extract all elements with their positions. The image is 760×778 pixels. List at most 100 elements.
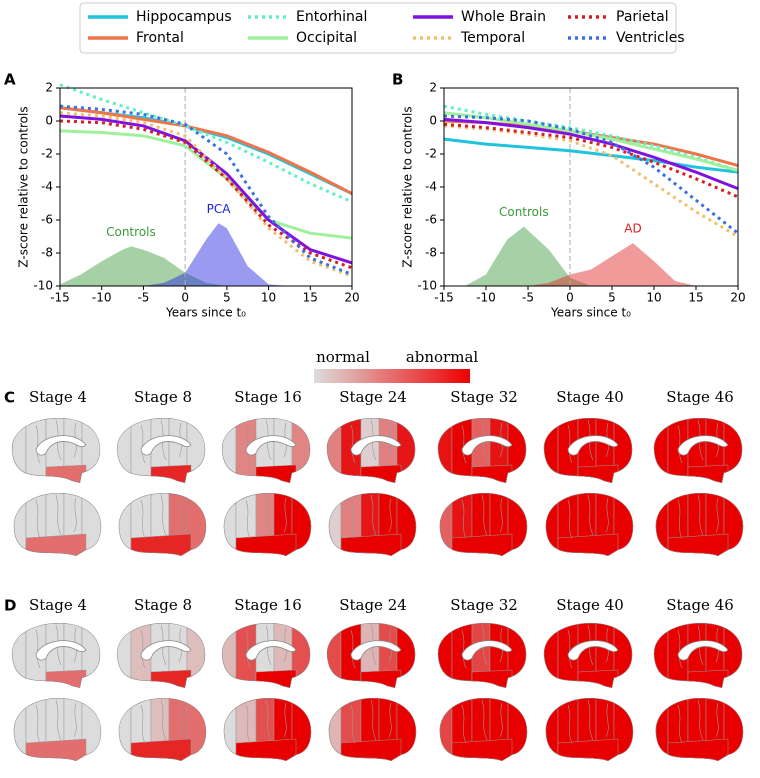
brain-temporal <box>451 738 513 761</box>
brain-region <box>223 492 237 556</box>
brain-sulci <box>461 494 503 539</box>
brain-sulci <box>350 699 392 744</box>
brain-outline <box>439 697 528 761</box>
brain-temporal <box>451 533 513 556</box>
y-tick-label: -10 <box>33 279 53 293</box>
stage-label: Stage 4 <box>29 596 87 614</box>
brain-region <box>543 622 559 688</box>
brain-sulci <box>567 494 609 539</box>
brain-region <box>11 622 27 688</box>
series-line <box>443 104 739 172</box>
brain-region <box>291 417 311 483</box>
brain-region <box>545 492 559 556</box>
brain-outline <box>118 697 207 761</box>
series-line <box>59 83 353 204</box>
series-line <box>59 106 353 195</box>
legend-label: Entorhinal <box>296 9 367 25</box>
brain-region <box>186 622 206 688</box>
corpus-callosum <box>140 640 192 661</box>
brain-sulci <box>140 699 182 744</box>
y-tick-label: -6 <box>41 213 53 227</box>
legend-label: Temporal <box>460 30 525 46</box>
brain-region <box>653 417 669 483</box>
density-label: Controls <box>106 225 156 239</box>
brain-region <box>223 697 237 761</box>
brain-outline <box>545 697 634 761</box>
brain-region <box>11 417 27 483</box>
stage-label: Stage 8 <box>134 596 192 614</box>
brain-outline <box>439 492 528 556</box>
brain-lat <box>223 697 312 761</box>
brain-med <box>326 622 416 688</box>
brain-region <box>396 622 416 688</box>
stage-label: Stage 40 <box>556 596 624 614</box>
stage-label: Stage 16 <box>234 596 302 614</box>
stage-label: Stage 46 <box>666 596 734 614</box>
brain-lat <box>545 492 634 556</box>
brain-outline <box>223 492 312 556</box>
brain-med <box>116 417 206 483</box>
brain-sulci <box>567 699 609 744</box>
brain-med <box>437 417 527 483</box>
x-axis-label: Years since t₀ <box>550 306 631 320</box>
corpus-callosum <box>140 435 192 456</box>
stage-label: Stage 8 <box>134 388 192 406</box>
series-line <box>59 104 353 276</box>
brain-sulci <box>677 494 719 539</box>
x-tick-label: 0 <box>566 291 574 305</box>
corpus-callosum <box>350 640 402 661</box>
brain-sulci <box>350 494 392 539</box>
brain-outline <box>13 697 102 761</box>
y-axis-label: Z-score relative to controls <box>17 106 31 267</box>
brain-region <box>437 622 453 688</box>
brain-sulci <box>461 699 503 744</box>
brain-med <box>653 622 743 688</box>
brain-region <box>328 492 342 556</box>
series-line <box>59 119 353 270</box>
brain-region <box>439 697 453 761</box>
colorbar <box>314 369 470 383</box>
brain-region <box>326 622 342 688</box>
x-tick-label: -15 <box>434 291 454 305</box>
brain-lat <box>328 492 417 556</box>
brain-region <box>116 417 132 483</box>
brain-med <box>11 417 101 483</box>
brain-region <box>543 417 559 483</box>
corpus-callosum <box>350 435 402 456</box>
brain-region <box>221 622 237 688</box>
series-line <box>443 137 739 174</box>
brain-region <box>507 417 527 483</box>
corpus-callosum <box>461 435 513 456</box>
brain-region <box>13 697 27 761</box>
y-tick-label: -8 <box>425 246 437 260</box>
x-tick-label: 20 <box>344 291 359 305</box>
x-tick-label: 15 <box>688 291 703 305</box>
brain-region <box>81 622 101 688</box>
legend-label: Hippocampus <box>136 9 232 25</box>
y-tick-label: -6 <box>425 213 437 227</box>
brain-lat <box>655 697 744 761</box>
series-line <box>443 122 739 199</box>
brain-region <box>507 622 527 688</box>
brain-lat <box>118 697 207 761</box>
brain-region <box>655 697 669 761</box>
brain-temporal <box>25 738 87 761</box>
series-line <box>443 124 739 238</box>
brain-region <box>653 622 669 688</box>
legend-label: Frontal <box>136 30 184 46</box>
y-tick-label: -2 <box>425 147 437 161</box>
series-line <box>59 111 353 278</box>
brain-outline <box>13 492 102 556</box>
brain-lat <box>439 492 528 556</box>
x-tick-label: 10 <box>261 291 276 305</box>
brain-med <box>116 622 206 688</box>
corpus-callosum <box>245 435 297 456</box>
corpus-callosum <box>461 640 513 661</box>
legend-box <box>79 2 677 54</box>
brain-lat <box>655 492 744 556</box>
brain-region <box>613 417 633 483</box>
brain-region <box>545 697 559 761</box>
corpus-callosum <box>245 640 297 661</box>
brain-temporal <box>235 738 297 761</box>
x-tick-label: 20 <box>730 291 745 305</box>
